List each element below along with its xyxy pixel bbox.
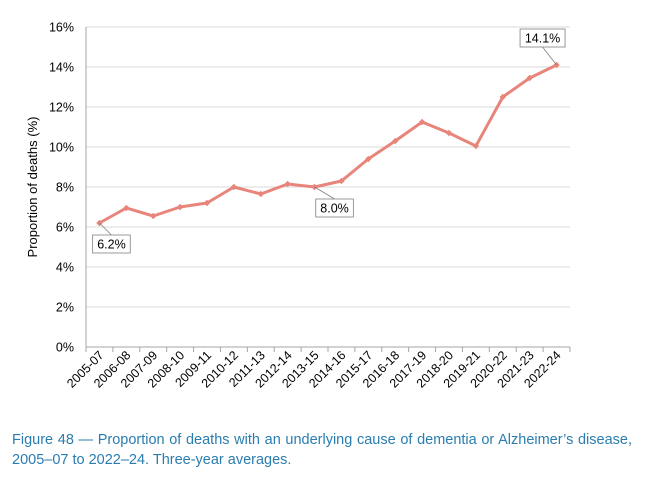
data-point [230, 183, 238, 191]
y-tick-label: 6% [56, 221, 74, 235]
data-point [445, 129, 453, 137]
data-label: 14.1% [525, 32, 560, 46]
data-point [418, 118, 426, 126]
y-tick-label: 16% [49, 21, 74, 35]
data-point [526, 74, 533, 82]
annotation-box [519, 28, 566, 48]
line-chart: 0%2%4%6%8%10%12%14%16% 2005-072006-08200… [25, 21, 571, 391]
y-tick-label: 12% [49, 101, 74, 115]
data-point [499, 93, 506, 101]
annotation-box [315, 198, 354, 218]
y-tick-label: 14% [49, 61, 74, 75]
annotation-leader [99, 222, 112, 236]
figure-caption: Figure 48 — Proportion of deaths with an… [12, 432, 632, 468]
y-tick-label: 4% [56, 261, 74, 275]
data-point [365, 155, 372, 163]
y-tick-label: 8% [56, 181, 74, 195]
data-point [338, 177, 345, 185]
data-label: 8.0% [320, 202, 349, 216]
data-point [203, 199, 211, 207]
y-tick-label: 0% [56, 341, 74, 355]
data-point [176, 203, 184, 211]
series-line [97, 63, 559, 225]
data-label: 6.2% [97, 238, 126, 252]
data-point [392, 137, 399, 145]
y-tick-label: 10% [49, 141, 74, 155]
y-tick-label: 2% [56, 301, 74, 315]
data-point [257, 190, 264, 198]
annotation-box [92, 234, 131, 254]
data-point [284, 180, 291, 188]
annotation-leader [542, 46, 557, 66]
data-point [472, 142, 480, 150]
data-point [150, 212, 157, 220]
annotation-leader [314, 186, 335, 200]
y-axis-label: Proportion of deaths (%) [25, 117, 40, 258]
data-point [123, 204, 130, 212]
